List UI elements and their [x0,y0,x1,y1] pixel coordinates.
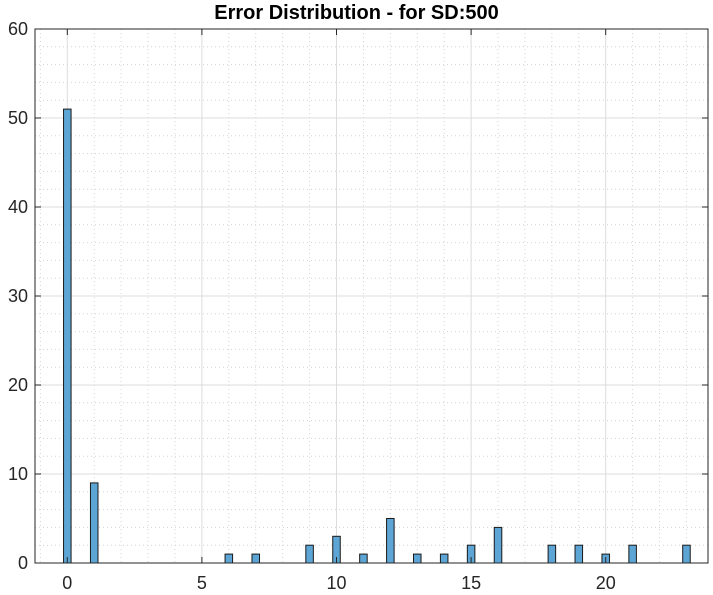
bar [574,544,584,564]
y-tick-label: 60 [8,19,28,39]
bar [359,553,368,564]
bar [63,108,72,564]
bar [251,553,261,564]
x-tick-label: 10 [326,573,346,593]
bar [412,553,422,564]
bar [386,518,395,564]
x-tick-label: 15 [461,573,481,593]
y-tick-labels: 0 10 20 30 40 50 60 [8,19,28,573]
x-tick-labels: 0 5 10 15 20 [62,573,615,593]
bar [89,482,99,564]
bar [628,544,637,564]
y-tick-label: 10 [8,464,28,484]
y-tick-label: 20 [8,375,28,395]
major-grid [35,28,708,564]
y-tick-label: 30 [8,286,28,306]
bars [63,108,691,564]
bar [547,544,557,564]
bar [224,553,234,564]
x-tick-label: 5 [197,573,207,593]
y-tick-label: 40 [8,197,28,217]
bar [439,553,449,564]
y-tick-label: 50 [8,108,28,128]
x-tick-label: 20 [596,573,616,593]
x-tick-label: 0 [62,573,72,593]
bar [305,544,314,564]
tick-marks [35,28,708,564]
bar [682,544,691,564]
chart-title: Error Distribution - for SD:500 [214,2,499,24]
bar [493,526,503,564]
y-tick-label: 0 [18,553,28,573]
